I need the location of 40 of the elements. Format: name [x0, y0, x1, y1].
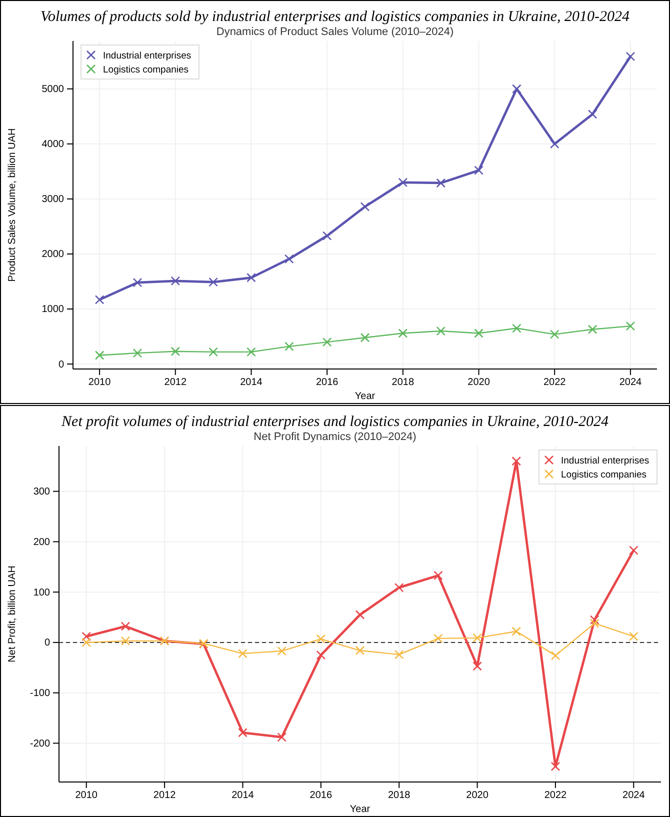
- x-tick-label: 2022: [543, 377, 566, 388]
- y-tick-label: 200: [33, 536, 50, 548]
- x-tick-label: 2020: [468, 377, 490, 388]
- y-axis-title: Net Profit, billion UAH: [7, 566, 18, 662]
- x-axis-title: Year: [350, 804, 371, 815]
- legend-label: Logistics companies: [561, 470, 647, 480]
- x-tick-label: 2010: [88, 377, 112, 388]
- chart-title: Net profit volumes of industrial enterprises and logistics companies in Ukraine, 2010-2024: [60, 414, 609, 430]
- y-tick-label: 1000: [42, 304, 64, 316]
- x-tick-label: 2012: [153, 790, 176, 802]
- x-tick-label: 2016: [316, 377, 339, 388]
- legend-label: Industrial enterprises: [561, 456, 650, 466]
- legend-label: Logistics companies: [103, 64, 189, 76]
- chart-subtitle: Net Profit Dynamics (2010–2024): [254, 431, 416, 443]
- y-tick-label: 0: [44, 638, 50, 649]
- x-tick-label: 2014: [240, 377, 263, 388]
- x-tick-label: 2016: [310, 790, 332, 802]
- legend-label: Industrial enterprises: [103, 50, 192, 62]
- y-tick-label: -200: [30, 738, 50, 750]
- x-tick-label: 2018: [392, 377, 414, 388]
- y-tick-label: 5000: [42, 84, 64, 96]
- y-tick-label: -100: [30, 688, 50, 700]
- x-axis-title: Year: [354, 391, 376, 402]
- x-tick-label: 2022: [544, 790, 568, 802]
- chart-title: Volumes of products sold by industrial enterprises and logistics companies in Ukraine, 2010-2024: [40, 9, 630, 25]
- x-tick-label: 2014: [232, 790, 254, 802]
- x-tick-label: 2010: [75, 790, 98, 802]
- y-tick-label: 4000: [42, 139, 64, 150]
- y-tick-label: 100: [33, 587, 50, 598]
- chart-subtitle: Dynamics of Product Sales Volume (2010–2024): [216, 26, 454, 38]
- x-tick-label: 2024: [619, 377, 642, 388]
- y-tick-label: 2000: [42, 249, 64, 260]
- y-tick-label: 3000: [42, 194, 64, 206]
- x-tick-label: 2018: [388, 790, 411, 802]
- x-tick-label: 2012: [164, 377, 187, 388]
- y-tick-label: 300: [33, 486, 50, 498]
- x-tick-label: 2020: [466, 790, 489, 802]
- y-tick-label: 0: [58, 359, 64, 370]
- y-axis-title: Product Sales Volume, billion UAH: [7, 128, 18, 282]
- x-tick-label: 2024: [622, 790, 646, 802]
